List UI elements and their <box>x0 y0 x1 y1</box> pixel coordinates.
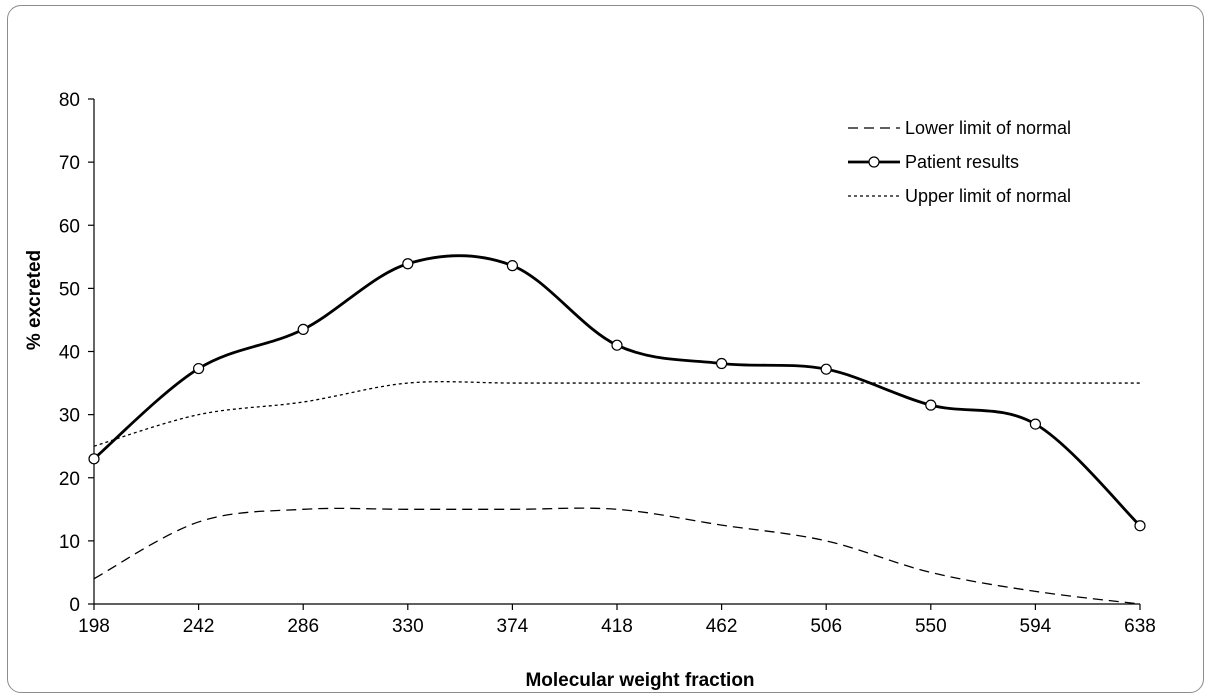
patient-result-point <box>193 362 205 375</box>
x-tick-label: 462 <box>706 616 738 637</box>
y-axis-ticks: 0 10 20 30 40 50 60 70 80 <box>59 90 94 616</box>
patient-result-point <box>1134 520 1146 532</box>
legend-label: Lower limit of normal <box>905 118 1071 138</box>
patient-result-point <box>88 453 100 465</box>
x-tick-label: 242 <box>183 616 215 637</box>
y-tick-label: 20 <box>59 469 80 490</box>
series-layer <box>88 254 1146 605</box>
patient-result-point <box>820 363 832 375</box>
legend-marker <box>868 156 880 168</box>
legend-item-upper-limit: Upper limit of normal <box>848 186 1071 206</box>
legend-label: Upper limit of normal <box>905 186 1071 206</box>
patient-result-point <box>297 323 309 336</box>
patient-result-point <box>506 260 519 272</box>
patient-result-point <box>402 258 414 270</box>
x-tick-label: 638 <box>1124 616 1156 637</box>
x-tick-label: 418 <box>601 616 633 637</box>
legend-item-lower-limit: Lower limit of normal <box>848 118 1071 138</box>
x-tick-label: 374 <box>497 616 529 637</box>
patient-result-point <box>611 339 623 351</box>
legend: Lower limit of normal Patient results Uppe… <box>848 118 1071 206</box>
y-tick-label: 70 <box>59 153 80 174</box>
y-tick-label: 30 <box>59 406 80 427</box>
x-axis-title: Molecular weight fraction <box>525 670 754 691</box>
legend-item-patient-results: Patient results <box>848 152 1019 172</box>
patient-result-point <box>1029 418 1042 430</box>
y-tick-label: 80 <box>59 90 80 111</box>
y-tick-label: 50 <box>59 279 80 300</box>
x-tick-label: 198 <box>78 616 110 637</box>
y-axis-title: % excreted <box>24 250 45 350</box>
series-upper-limit-line <box>93 381 1140 447</box>
chart-frame <box>7 5 1204 693</box>
patient-result-point <box>925 399 937 411</box>
patient-result-point <box>715 357 728 370</box>
x-tick-label: 286 <box>287 616 319 637</box>
series-lower-limit-line <box>93 507 1141 605</box>
series-patient-results-line <box>93 254 1141 527</box>
y-tick-label: 0 <box>69 595 80 616</box>
x-tick-label: 330 <box>392 616 424 637</box>
y-tick-label: 10 <box>59 532 80 553</box>
y-tick-label: 60 <box>59 216 80 237</box>
legend-label: Patient results <box>905 152 1019 172</box>
x-tick-label: 594 <box>1020 616 1052 637</box>
x-tick-label: 550 <box>915 616 947 637</box>
x-axis-ticks: 198 242 286 330 374 418 462 506 550 594 638 <box>78 604 1156 637</box>
y-tick-label: 40 <box>59 343 80 364</box>
x-tick-label: 506 <box>810 616 842 637</box>
